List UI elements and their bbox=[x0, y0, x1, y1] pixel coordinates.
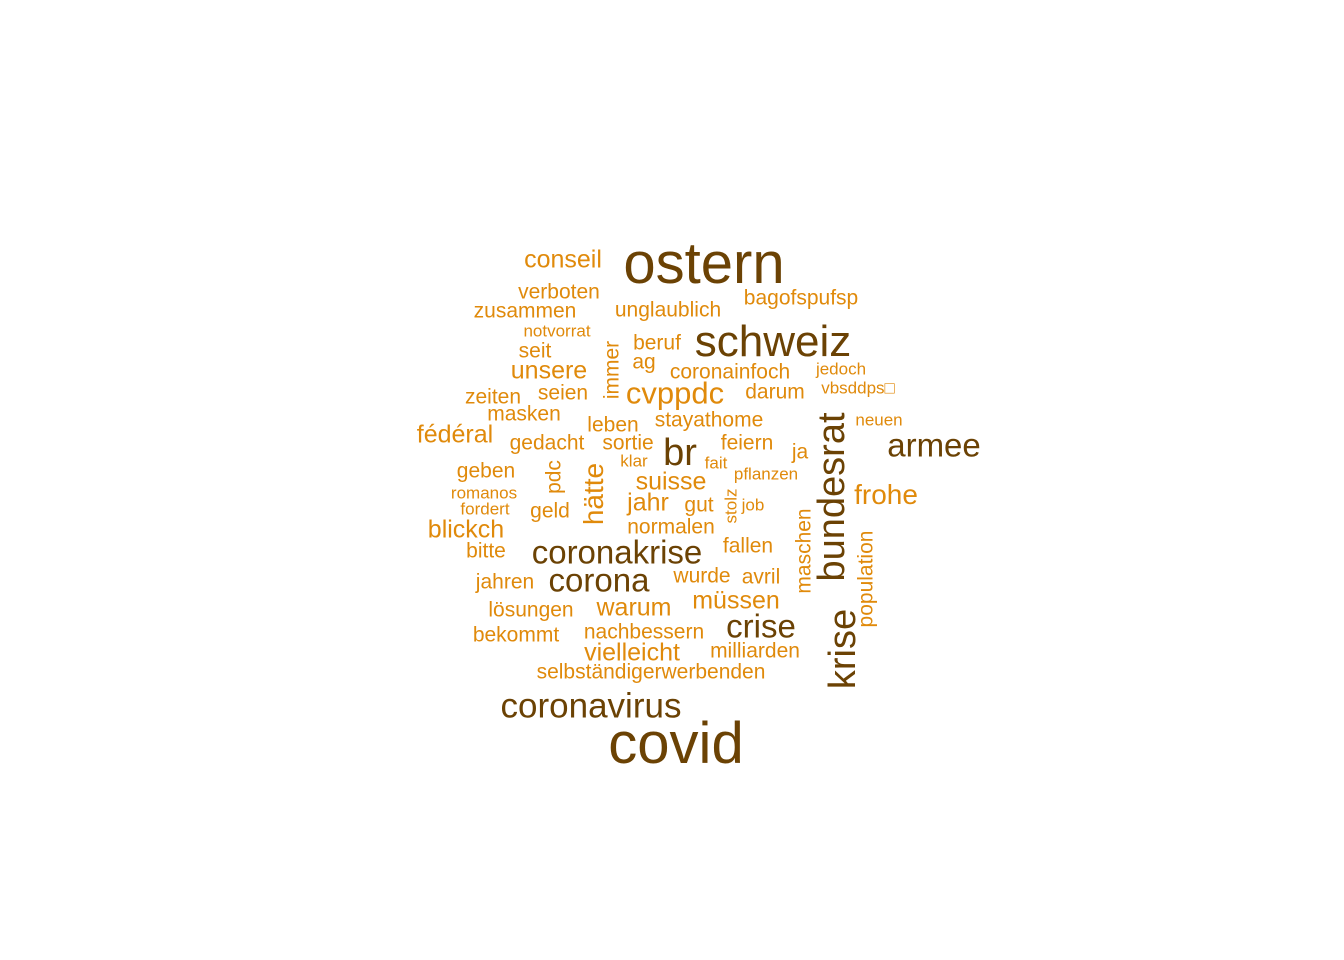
word-zeiten: zeiten bbox=[464, 385, 522, 409]
word-population: population bbox=[854, 530, 878, 628]
word-nachbessern: nachbessern bbox=[583, 620, 705, 644]
word-maschen: maschen bbox=[792, 508, 816, 594]
word-gut: gut bbox=[684, 493, 714, 517]
word-frohe: frohe bbox=[854, 479, 918, 510]
word-armee: armee bbox=[887, 426, 981, 464]
word-federal: fédéral bbox=[416, 420, 494, 449]
word-geld: geld bbox=[530, 499, 570, 523]
word-covid: covid bbox=[608, 711, 744, 776]
word-cvppdc: cvppdc bbox=[625, 375, 725, 411]
word-selbstandigerwerbenden: selbständigerwerbenden bbox=[536, 660, 766, 684]
word-vielleicht: vielleicht bbox=[584, 638, 680, 667]
word-immer: immer bbox=[600, 340, 624, 400]
word-bundesrat: bundesrat bbox=[811, 412, 853, 582]
word-verboten: verboten bbox=[518, 280, 600, 304]
word-romanos: romanos bbox=[450, 483, 518, 503]
word-bagofspufsp: bagofspufsp bbox=[743, 286, 859, 310]
word-milliarden: milliarden bbox=[710, 639, 800, 663]
word-crise: crise bbox=[726, 607, 796, 645]
word-sortie: sortie bbox=[602, 431, 654, 455]
word-ja: ja bbox=[791, 440, 809, 464]
word-fait: fait bbox=[704, 453, 728, 473]
word-jahr: jahr bbox=[627, 488, 669, 517]
word-vbsddps: vbsddps□ bbox=[821, 378, 895, 398]
word-pdc: pdc bbox=[542, 460, 566, 494]
word-geben: geben bbox=[456, 459, 516, 483]
word-avril: avril bbox=[741, 565, 781, 589]
word-job: job bbox=[741, 495, 765, 515]
word-bitte: bitte bbox=[466, 539, 506, 563]
word-normalen: normalen bbox=[627, 515, 715, 539]
word-stayathome: stayathome bbox=[654, 408, 764, 432]
word-seit: seit bbox=[518, 339, 552, 363]
word-jahren: jahren bbox=[475, 570, 535, 594]
word-notvorrat: notvorrat bbox=[523, 321, 591, 341]
word-coronainfoch: coronainfoch bbox=[669, 360, 791, 384]
word-ag: ag bbox=[632, 350, 656, 374]
word-darum: darum bbox=[745, 380, 805, 404]
word-br: br bbox=[663, 432, 697, 474]
word-zusammen: zusammen bbox=[473, 299, 577, 323]
word-mussen: müssen bbox=[692, 586, 780, 615]
word-seien: seien bbox=[537, 381, 589, 405]
word-beruf: beruf bbox=[633, 331, 681, 355]
word-jedoch: jedoch bbox=[815, 359, 867, 379]
word-coronakrise: coronakrise bbox=[531, 533, 703, 571]
word-fordert: fordert bbox=[460, 499, 510, 519]
word-hatte: hätte bbox=[578, 462, 609, 526]
word-blickch: blickch bbox=[427, 515, 505, 544]
word-unglaublich: unglaublich bbox=[614, 298, 722, 322]
word-conseil: conseil bbox=[524, 245, 602, 274]
word-unsere: unsere bbox=[510, 356, 588, 385]
word-coronavirus: coronavirus bbox=[500, 686, 682, 726]
word-schweiz: schweiz bbox=[694, 317, 852, 366]
word-masken: masken bbox=[487, 402, 561, 426]
word-fallen: fallen bbox=[722, 534, 774, 558]
word-suisse: suisse bbox=[635, 467, 707, 496]
word-wurde: wurde bbox=[673, 564, 731, 588]
word-neuen: neuen bbox=[855, 410, 903, 430]
word-pflanzen: pflanzen bbox=[733, 464, 799, 484]
word-leben: leben bbox=[587, 413, 639, 437]
word-bekommt: bekommt bbox=[472, 623, 560, 647]
word-ostern: ostern bbox=[623, 231, 785, 296]
word-gedacht: gedacht bbox=[509, 431, 585, 455]
word-losungen: lösungen bbox=[488, 598, 574, 622]
word-stolz: stolz bbox=[721, 488, 741, 524]
word-klar: klar bbox=[620, 451, 648, 471]
word-feiern: feiern bbox=[720, 431, 774, 455]
word-warum: warum bbox=[596, 593, 672, 622]
word-corona: corona bbox=[548, 561, 650, 599]
